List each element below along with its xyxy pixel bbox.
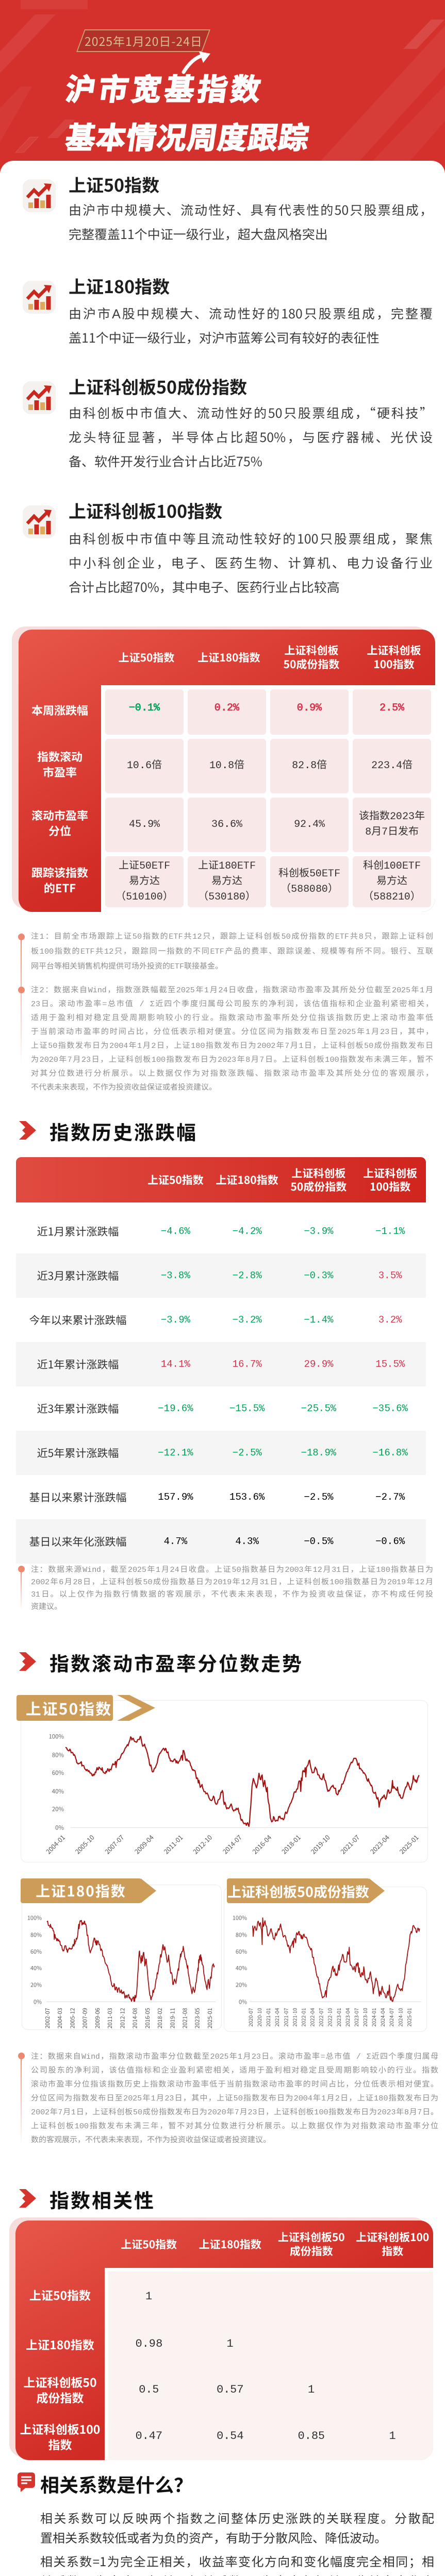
svg-text:2014-07: 2014-07 <box>221 1833 244 1856</box>
svg-text:60%: 60% <box>52 1769 64 1777</box>
svg-text:2022-07: 2022-07 <box>317 2008 325 2027</box>
svg-text:2025-01: 2025-01 <box>206 2008 214 2028</box>
svg-text:2011-03: 2011-03 <box>106 2008 114 2028</box>
svg-text:2011-01: 2011-01 <box>161 1833 185 1856</box>
svg-text:2016-05: 2016-05 <box>143 2008 152 2028</box>
svg-text:2021-07: 2021-07 <box>282 2008 289 2027</box>
svg-text:2021-07: 2021-07 <box>338 1833 361 1856</box>
svg-text:2004-01: 2004-01 <box>44 1833 67 1856</box>
svg-text:2014-08: 2014-08 <box>131 2008 139 2028</box>
svg-text:2023-04: 2023-04 <box>343 2008 351 2027</box>
svg-text:2022-04: 2022-04 <box>308 2008 316 2027</box>
svg-text:2021-08: 2021-08 <box>180 2008 189 2028</box>
svg-text:2002-07: 2002-07 <box>43 2008 52 2028</box>
svg-text:0%: 0% <box>34 1997 42 2006</box>
svg-text:20%: 20% <box>236 1981 247 1989</box>
svg-text:2018-02: 2018-02 <box>156 2008 164 2028</box>
svg-text:2012-12: 2012-12 <box>118 2008 126 2028</box>
svg-text:2023-10: 2023-10 <box>361 2008 369 2026</box>
svg-text:2023-01: 2023-01 <box>335 2008 342 2026</box>
svg-text:2019-11: 2019-11 <box>168 2008 176 2028</box>
svg-text:2007-09: 2007-09 <box>81 2008 89 2028</box>
svg-text:0%: 0% <box>55 1823 64 1832</box>
svg-text:20%: 20% <box>52 1805 64 1814</box>
svg-text:20%: 20% <box>30 1981 42 1989</box>
svg-text:100%: 100% <box>233 1914 247 1922</box>
svg-text:2007-07: 2007-07 <box>103 1833 126 1856</box>
svg-text:2022-10: 2022-10 <box>326 2008 334 2026</box>
svg-text:2016-04: 2016-04 <box>250 1833 273 1856</box>
svg-text:2024-10: 2024-10 <box>396 2008 404 2026</box>
svg-text:100%: 100% <box>27 1914 42 1922</box>
svg-text:60%: 60% <box>236 1947 247 1956</box>
svg-text:2023-07: 2023-07 <box>352 2008 360 2027</box>
svg-text:2023-04: 2023-04 <box>368 1833 391 1856</box>
svg-text:2020-10: 2020-10 <box>255 2008 263 2026</box>
svg-text:2005-10: 2005-10 <box>73 1833 96 1856</box>
svg-text:80%: 80% <box>236 1930 247 1939</box>
svg-text:2021-04: 2021-04 <box>273 2008 281 2027</box>
svg-text:40%: 40% <box>30 1964 42 1972</box>
svg-text:2024-04: 2024-04 <box>378 2008 386 2027</box>
svg-text:40%: 40% <box>52 1787 64 1795</box>
svg-text:100%: 100% <box>48 1733 64 1741</box>
svg-text:2012-10: 2012-10 <box>191 1833 214 1856</box>
svg-text:60%: 60% <box>30 1947 42 1956</box>
svg-text:2024-07: 2024-07 <box>387 2008 395 2027</box>
svg-text:2005-12: 2005-12 <box>68 2008 76 2028</box>
svg-text:2009-04: 2009-04 <box>133 1833 156 1856</box>
svg-text:2009-06: 2009-06 <box>93 2008 102 2028</box>
svg-text:2020-07: 2020-07 <box>246 2008 254 2027</box>
svg-text:40%: 40% <box>236 1964 247 1972</box>
svg-text:2019-10: 2019-10 <box>309 1833 332 1856</box>
svg-text:2025-01: 2025-01 <box>397 1833 420 1856</box>
svg-text:2023-05: 2023-05 <box>193 2008 202 2028</box>
svg-text:2004-03: 2004-03 <box>56 2008 64 2028</box>
svg-text:2025-01: 2025-01 <box>405 2008 413 2026</box>
svg-text:2022-01: 2022-01 <box>299 2008 307 2026</box>
svg-text:2024-01: 2024-01 <box>370 2008 377 2026</box>
svg-text:0%: 0% <box>239 1997 247 2006</box>
svg-text:2021-01: 2021-01 <box>264 2008 272 2026</box>
svg-text:2021-10: 2021-10 <box>290 2008 298 2026</box>
svg-text:2018-01: 2018-01 <box>279 1833 303 1856</box>
svg-text:80%: 80% <box>30 1930 42 1939</box>
svg-text:80%: 80% <box>52 1751 64 1759</box>
